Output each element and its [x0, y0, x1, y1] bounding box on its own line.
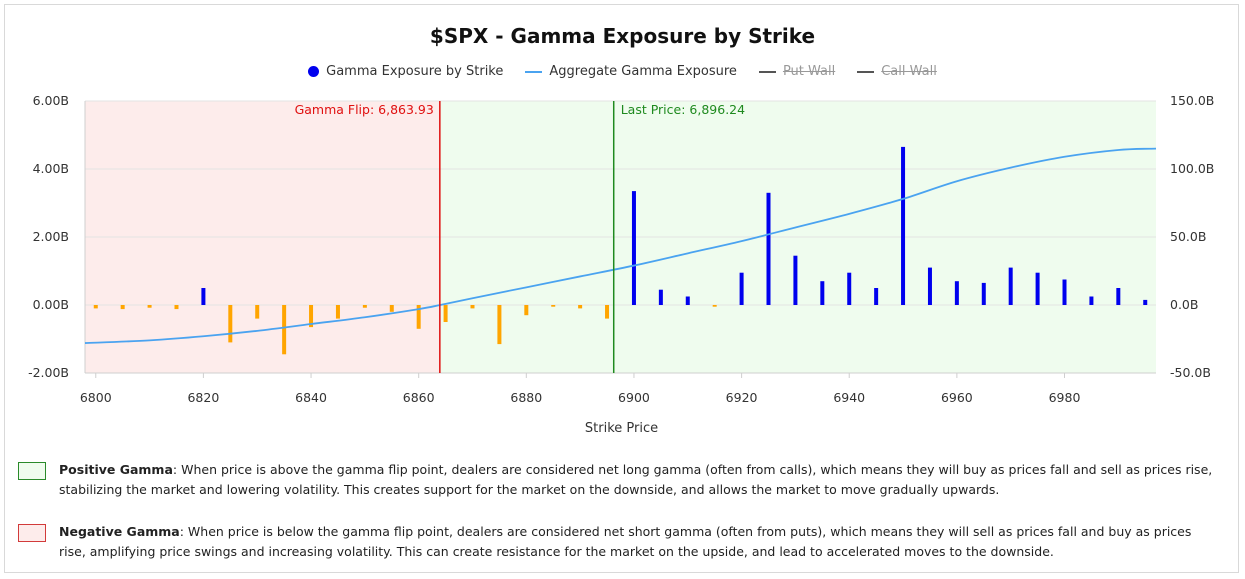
negative-gamma-bar	[362, 305, 367, 308]
positive-gamma-bar	[685, 296, 690, 305]
x-tick-label: 6800	[80, 390, 112, 405]
y2-tick-label: 100.0B	[1170, 161, 1214, 176]
positive-gamma-bar	[1035, 272, 1040, 305]
positive-gamma-bar	[766, 192, 771, 305]
gamma-chart: -2.00B 0.00B 2.00B 4.00B 6.00B -50.0B 0.0B 50.0…	[28, 93, 1214, 436]
legend-item-call-wall[interactable]: Call Wall	[857, 64, 937, 79]
positive-gamma-bar	[1116, 288, 1121, 305]
negative-gamma-bar	[228, 305, 233, 343]
chart-legend: Gamma Exposure by Strike Aggregate Gamma…	[0, 64, 1245, 79]
positive-gamma-bar	[658, 289, 663, 305]
negative-gamma-bar	[255, 305, 260, 319]
x-tick-label: 6860	[403, 390, 435, 405]
positive-gamma-bar	[954, 281, 959, 305]
positive-gamma-bar	[1089, 296, 1094, 305]
positive-gamma-bar	[981, 282, 986, 305]
aggregate-gamma-line	[84, 147, 1157, 344]
legend-line-icon	[525, 70, 543, 73]
negative-gamma-bar	[309, 305, 314, 328]
x-tick-label: 6880	[510, 390, 542, 405]
positive-gamma-bar	[201, 288, 206, 305]
positive-gamma-bar	[901, 146, 906, 305]
legend-label: Put Wall	[782, 64, 836, 79]
y2-tick-label: 0.0B	[1170, 297, 1198, 312]
negative-gamma-bar	[497, 305, 502, 345]
positive-gamma-bar	[927, 267, 932, 305]
legend-line-icon	[758, 70, 776, 73]
negative-gamma-bar	[335, 305, 340, 319]
positive-gamma-bar	[631, 191, 636, 305]
negative-gamma-bar	[174, 305, 179, 310]
positive-gamma-bar	[847, 272, 852, 305]
legend-item-gamma-exposure[interactable]: Gamma Exposure by Strike	[308, 64, 503, 79]
legend-label: Call Wall	[881, 64, 937, 79]
negative-gamma-bar	[93, 305, 98, 309]
negative-gamma-bar	[551, 305, 556, 307]
legend-label: Gamma Exposure by Strike	[326, 64, 504, 79]
x-axis-label: Strike Price	[585, 421, 658, 436]
x-tick-label: 6820	[187, 390, 219, 405]
legend-item-put-wall[interactable]: Put Wall	[758, 64, 836, 79]
negative-gamma-bar	[120, 305, 125, 310]
x-tick-label: 6920	[726, 390, 758, 405]
y-tick-label: -2.00B	[28, 365, 69, 380]
negative-gamma-bar	[605, 305, 610, 319]
negative-gamma-bar	[416, 305, 421, 329]
x-tick-label: 6940	[833, 390, 865, 405]
note-title: Negative Gamma	[59, 524, 180, 539]
note-title: Positive Gamma	[59, 462, 173, 477]
negative-gamma-bar	[470, 305, 475, 309]
y2-tick-label: 50.0B	[1170, 229, 1206, 244]
positive-gamma-swatch	[18, 462, 46, 480]
legend-item-aggregate-gamma[interactable]: Aggregate Gamma Exposure	[525, 64, 737, 79]
y-tick-label: 2.00B	[33, 229, 69, 244]
gamma-flip-label: Gamma Flip: 6,863.93	[295, 102, 434, 117]
y2-tick-label: 150.0B	[1170, 93, 1214, 108]
negative-gamma-bar	[443, 305, 448, 322]
negative-gamma-bar	[147, 305, 152, 308]
y-tick-label: 4.00B	[33, 161, 69, 176]
negative-gamma-bar	[282, 305, 287, 355]
y2-tick-label: -50.0B	[1170, 365, 1211, 380]
x-tick-label: 6960	[941, 390, 973, 405]
positive-gamma-bar	[820, 281, 825, 305]
negative-gamma-swatch	[18, 524, 46, 542]
negative-gamma-bar	[712, 305, 717, 307]
legend-line-icon	[857, 70, 875, 73]
y-tick-label: 0.00B	[33, 297, 69, 312]
positive-gamma-bar	[1143, 299, 1148, 305]
last-price-label: Last Price: 6,896.24	[621, 102, 745, 117]
x-tick-label: 6900	[618, 390, 650, 405]
y-tick-label: 6.00B	[33, 93, 69, 108]
legend-label: Aggregate Gamma Exposure	[549, 64, 737, 79]
positive-gamma-bar	[1062, 279, 1067, 305]
positive-gamma-bar	[1008, 267, 1013, 305]
x-tick-label: 6840	[295, 390, 327, 405]
negative-gamma-bar	[578, 305, 583, 309]
negative-gamma-bar	[524, 305, 529, 316]
chart-title: $SPX - Gamma Exposure by Strike	[429, 24, 816, 48]
negative-gamma-bar	[389, 305, 394, 312]
positive-gamma-bar	[874, 288, 879, 305]
note-text: : When price is below the gamma flip poi…	[59, 524, 1192, 559]
note-text: : When price is above the gamma flip poi…	[59, 462, 1213, 497]
legend-dot-icon	[308, 66, 320, 77]
positive-gamma-bar	[739, 272, 744, 305]
positive-gamma-bar	[793, 255, 798, 305]
x-tick-label: 6980	[1049, 390, 1081, 405]
